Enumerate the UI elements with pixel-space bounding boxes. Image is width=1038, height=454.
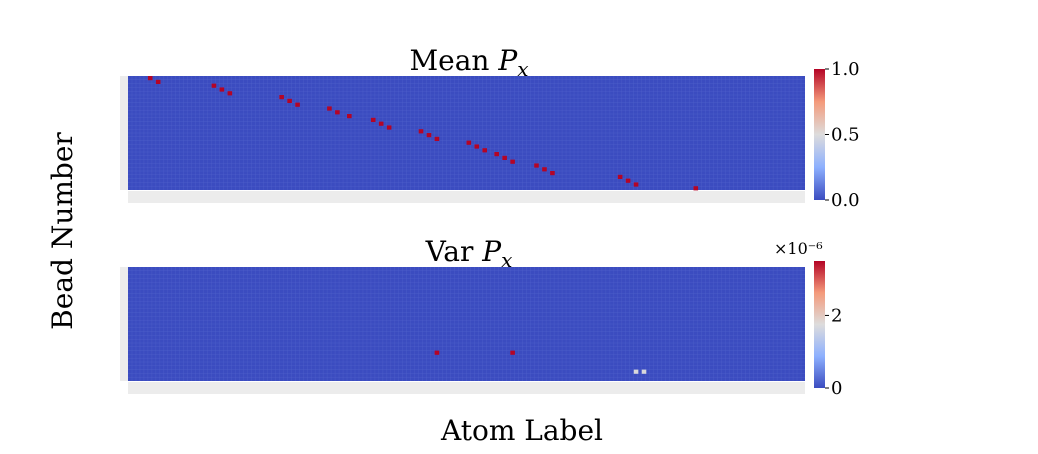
var-px-grid (128, 267, 805, 381)
heatmap-cell (482, 148, 488, 153)
var-px-title: Var Px (425, 235, 513, 272)
heatmap-cell (550, 171, 555, 176)
heatmap-cell (418, 129, 424, 134)
var-px-title-symbol: P (481, 235, 502, 268)
heatmap-cell (378, 121, 384, 126)
heatmap-cell (147, 76, 153, 81)
heatmap-cell (494, 152, 499, 157)
colorbar-tick-label: 0.0 (831, 190, 860, 211)
heatmap-cell (327, 106, 332, 111)
heatmap-cell (633, 182, 639, 187)
mean-px-chart: Mean Px 0.0 0.5 1.0 (120, 44, 860, 211)
mean-px-colorbar (814, 69, 825, 200)
var-px-chart: Var Px ×10⁻⁶ 02 (120, 235, 842, 399)
heatmap-cell (474, 144, 480, 149)
heatmap-cell (287, 98, 292, 103)
heatmap-cell (502, 155, 507, 160)
colorbar-tick-label: 0.5 (831, 125, 860, 146)
colorbar-tick-label: 1.0 (831, 59, 860, 80)
colorbar-tick-label: 0 (831, 378, 842, 399)
y-axis-label: Bead Number (46, 132, 79, 330)
colorbar-tick-label: 2 (831, 305, 842, 326)
var-px-cells (434, 350, 647, 374)
var-px-scale-label: ×10⁻⁶ (774, 239, 823, 258)
mean-px-title-symbol: P (497, 44, 518, 77)
heatmap-cell (386, 125, 392, 130)
heatmap-cell (295, 102, 300, 107)
heatmap-cell (426, 133, 432, 138)
heatmap-cell (227, 91, 233, 96)
heatmap-cell (534, 163, 539, 168)
mean-px-ytick-label-strip (120, 76, 128, 190)
heatmap-cell (693, 186, 699, 191)
var-px-title-subscript: x (501, 248, 512, 272)
var-px-title-main: Var (425, 235, 483, 268)
mean-px-title-subscript: x (517, 57, 528, 81)
heatmap-cell (155, 79, 161, 84)
heatmap-cell (641, 369, 647, 374)
var-px-colorbar (814, 261, 825, 388)
var-px-ytick-label-strip (120, 267, 128, 381)
heatmap-cell (335, 110, 340, 115)
heatmap-cell (510, 159, 515, 164)
heatmap-cell (219, 87, 225, 92)
heatmap-cell (542, 167, 547, 172)
x-axis-label: Atom Label (440, 414, 603, 447)
var-px-xtick-label-strip (128, 382, 805, 394)
heatmap-cell (633, 369, 639, 374)
heatmap-cell (279, 95, 284, 100)
mean-px-colorbar-ticks: 0.0 0.5 1.0 (825, 59, 860, 211)
heatmap-cell (434, 136, 440, 141)
heatmap-cell (625, 178, 631, 183)
heatmap-cell (211, 83, 217, 88)
heatmap-cell (617, 174, 623, 179)
mean-px-title: Mean Px (410, 44, 529, 81)
heatmap-cell (510, 350, 515, 355)
mean-px-cells (147, 76, 699, 191)
mean-px-title-main: Mean (410, 44, 499, 77)
mean-px-grid (128, 76, 805, 190)
heatmap-cell (370, 117, 376, 122)
heatmap-cell (466, 140, 472, 145)
mean-px-xtick-label-strip (128, 191, 805, 203)
var-px-colorbar-ticks: 02 (825, 305, 842, 399)
heatmap-cell (347, 114, 352, 119)
heatmap-cell (434, 350, 440, 355)
